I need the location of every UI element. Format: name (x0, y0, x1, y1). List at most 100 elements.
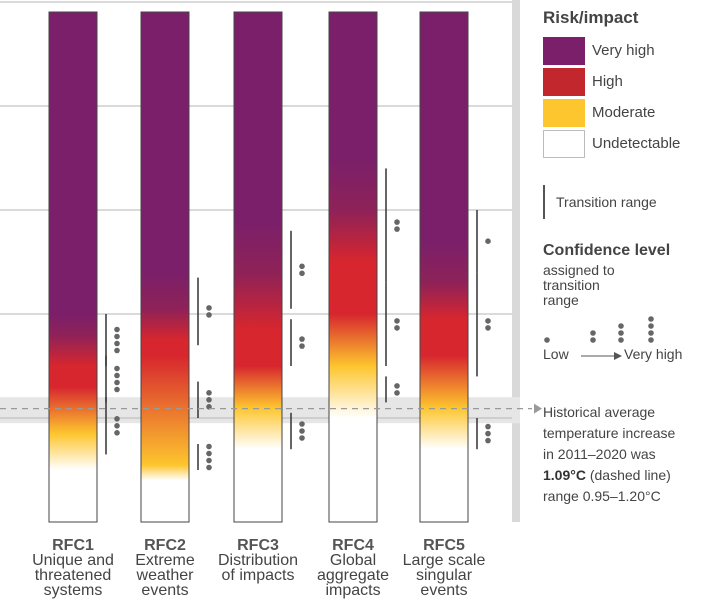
rfc2-confidence-dot (206, 305, 212, 311)
rfc5-confidence-dot (485, 325, 491, 331)
rfc2-desc-1: Extreme (135, 552, 195, 569)
rfc5-bar (419, 11, 469, 523)
historical-line-1: Historical average (543, 404, 656, 420)
rfc2-code: RFC2 (144, 537, 186, 554)
rfc1-confidence-dot (114, 386, 120, 393)
moderate-label: Moderate (592, 104, 656, 121)
transition-range-sample-line (543, 185, 545, 219)
rfc2-confidence-dot (206, 312, 212, 318)
rfc4-bar (328, 11, 378, 523)
legend-confidence-dot (618, 330, 624, 336)
rfc5-desc-2: singular (415, 567, 473, 584)
legend-confidence-dot (618, 337, 624, 343)
rfc1-label: RFC1 Unique and threatened systems (25, 537, 121, 599)
rfc1-desc-3: systems (43, 582, 103, 599)
historical-line-3: in 2011–2020 was (543, 446, 656, 462)
rfc5-confidence-dot (485, 430, 491, 437)
rfc3-confidence-dot (299, 343, 305, 349)
confidence-sub-2: transition (543, 277, 600, 293)
rfc1-confidence-dot (114, 340, 120, 347)
historical-arrow-icon (534, 403, 542, 414)
very-high-swatch (543, 37, 585, 65)
historical-line-4: (dashed line) (585, 467, 671, 483)
rfc5-desc-1: Large scale (402, 552, 486, 569)
rfc3-confidence-dot (299, 435, 305, 441)
historical-value: 1.09°C (543, 467, 586, 483)
legend-confidence-dot (590, 330, 596, 336)
rfc3-confidence-dot (299, 336, 305, 342)
undetectable-label: Undetectable (592, 135, 681, 152)
rfc1-confidence-dot (114, 365, 120, 372)
rfc1-confidence-dot (114, 372, 120, 379)
rfc2-confidence-dot (206, 390, 212, 396)
rfc1-confidence-dot (114, 333, 120, 340)
rfc2-label: RFC2 Extreme weather events (117, 537, 213, 599)
rfc4-confidence-dot (394, 219, 400, 225)
rfc1-confidence-dot (114, 347, 120, 354)
rfc2-bar (140, 11, 190, 523)
rfc3-label: RFC3 Distribution of impacts (210, 537, 306, 584)
historical-line-2: temperature increase (543, 425, 676, 441)
rfc4-code: RFC4 (332, 537, 374, 554)
rfc1-confidence-dot (114, 326, 120, 333)
rfc2-confidence-dot (206, 464, 212, 471)
rfc4-confidence-dot (394, 226, 400, 232)
rfc4-confidence-dot (394, 383, 400, 389)
transition-range-label: Transition range (556, 194, 657, 210)
rfc5-label: RFC5 Large scale singular events (396, 537, 492, 599)
rfc5-confidence-dot (485, 318, 491, 324)
rfc5-confidence-dot (485, 437, 491, 444)
rfc1-desc-2: threatened (34, 567, 112, 584)
legend-confidence-dot (618, 323, 624, 329)
rfc4-label: RFC4 Global aggregate impacts (305, 537, 401, 599)
moderate-swatch (543, 99, 585, 127)
rfc3-confidence-dot (299, 263, 305, 270)
rfc1-confidence-dot (114, 416, 120, 422)
rfc1-confidence-dot (114, 430, 120, 436)
rfc5-confidence-dot (485, 423, 491, 430)
confidence-low-label: Low (543, 346, 569, 362)
rfc1-bar (48, 11, 98, 523)
rfc3-confidence-dot (299, 270, 305, 277)
rfc1-confidence-dot (114, 379, 120, 386)
legend-confidence-dot (648, 337, 654, 343)
plot-right-shade (512, 0, 520, 522)
rfc2-confidence-dot (206, 397, 212, 403)
rfc3-code: RFC3 (237, 537, 279, 554)
risk-legend-title: Risk/impact (543, 8, 639, 27)
rfc2-desc-2: weather (136, 567, 194, 584)
rfc3-bar (233, 11, 283, 523)
legend-confidence-dot (590, 337, 596, 343)
rfc5-code: RFC5 (423, 537, 465, 554)
legend-confidence-dot (544, 337, 550, 343)
rfc2-confidence-dot (206, 450, 212, 457)
confidence-sub-3: range (543, 292, 579, 308)
historical-line-5: range 0.95–1.20°C (543, 488, 661, 504)
rfc1-desc-1: Unique and (32, 552, 114, 569)
rfc2-desc-3: events (141, 582, 189, 599)
confidence-title: Confidence level (543, 242, 671, 259)
rfc4-confidence-dot (394, 325, 400, 331)
very-high-label: Very high (592, 42, 655, 59)
rfc5-confidence-dot (485, 238, 491, 244)
rfc4-confidence-dot (394, 390, 400, 396)
legend-confidence-dot (648, 323, 654, 329)
historical-note: Historical average temperature increase … (543, 402, 703, 507)
rfc5-desc-3: events (420, 582, 468, 599)
confidence-sub-1: assigned to (543, 262, 615, 278)
rfc3-confidence-dot (299, 421, 305, 427)
rfc2-confidence-dot (206, 443, 212, 450)
legend-confidence-dot (648, 316, 654, 322)
rfc1-code: RFC1 (52, 537, 94, 554)
rfc4-desc-1: Global (329, 552, 377, 569)
rfc3-confidence-dot (299, 428, 305, 434)
rfc3-desc-2: of impacts (221, 567, 295, 584)
high-swatch (543, 68, 585, 96)
rfc4-desc-2: aggregate (316, 567, 390, 584)
rfc4-confidence-dot (394, 318, 400, 324)
rfc3-desc-1: Distribution (217, 552, 299, 569)
legend-confidence-dot (648, 330, 654, 336)
rfc4-desc-3: impacts (325, 582, 381, 599)
high-label: High (592, 73, 623, 90)
